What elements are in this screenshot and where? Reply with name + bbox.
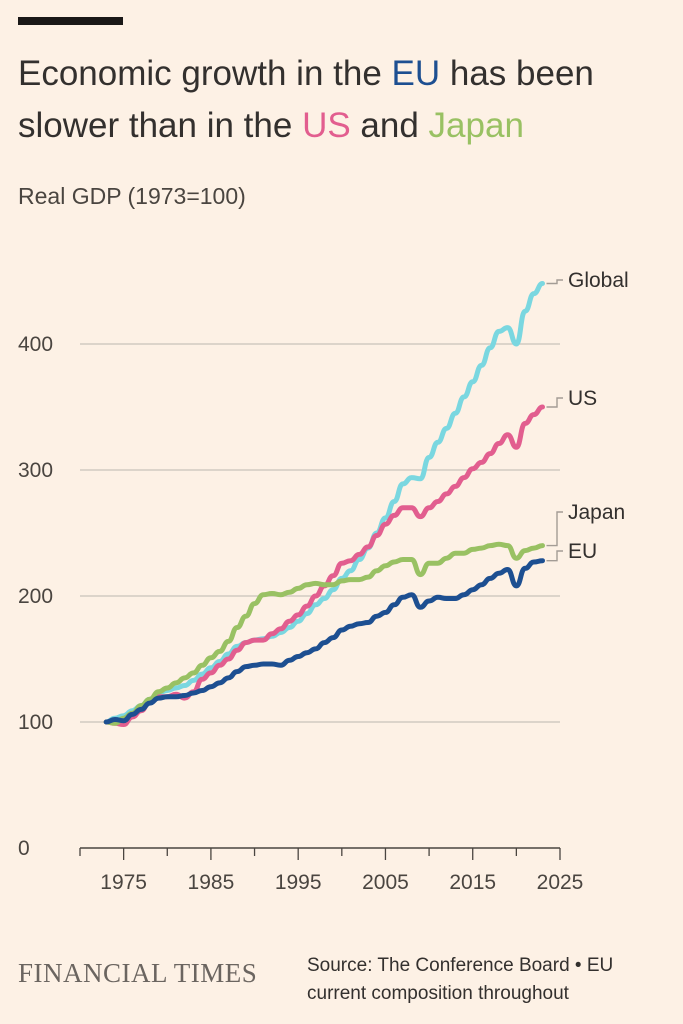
x-tick-label-1975: 1975 [100,871,147,894]
x-tick-label-1995: 1995 [275,871,322,894]
x-tick-label-1985: 1985 [188,871,235,894]
title-japan: Japan [428,106,524,145]
connector-us [546,397,563,408]
series-label-us: US [568,387,597,410]
chart-subtitle: Real GDP (1973=100) [18,183,246,209]
series-line-global [103,281,545,725]
x-tick-label-2005: 2005 [362,871,409,894]
series-label-global: Global [568,269,629,292]
series-line-us [103,404,545,727]
chart-title: Economic growth in the EU has been slowe… [18,54,594,145]
connector-global [546,279,563,285]
financial-times-logo: FINANCIAL TIMES [18,958,258,988]
y-tick-label-400: 400 [18,333,53,356]
y-tick-label-200: 200 [18,585,53,608]
series-line-japan [103,541,545,726]
connector-japan [546,511,563,547]
x-tick-label-2015: 2015 [449,871,496,894]
x-tick-label-2025: 2025 [537,871,584,894]
y-tick-label-100: 100 [18,711,53,734]
connector-eu [546,550,563,562]
title-us: US [302,106,351,145]
y-tick-label-300: 300 [18,459,53,482]
top-rule [18,17,123,25]
series-label-eu: EU [568,540,597,563]
y-tick-label-0: 0 [18,837,30,860]
source-note: Source: The Conference Board • EU curren… [307,955,614,1004]
series-line-eu [103,558,545,725]
title-eu: EU [391,54,441,93]
series-label-japan: Japan [568,501,625,524]
